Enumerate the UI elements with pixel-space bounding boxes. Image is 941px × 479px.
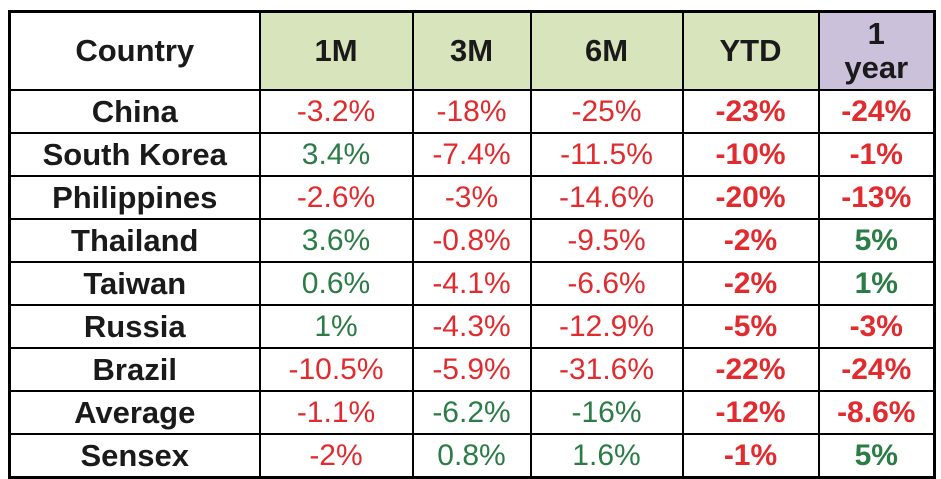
value-cell: -2%: [681, 261, 820, 306]
value-cell: -24%: [817, 347, 936, 392]
value-cell: 3.4%: [258, 132, 414, 177]
value-cell: -31.6%: [529, 347, 684, 392]
table-row: Sensex -2% 0.8% 1.6% -1% 5%: [8, 433, 936, 479]
value-cell: -24%: [817, 89, 936, 134]
performance-table-container: Country 1M 3M 6M YTD 1 year China -3.2% -1…: [8, 10, 936, 479]
value-cell: -0.8%: [411, 218, 532, 263]
country-cell: Average: [8, 390, 261, 435]
value-cell: -2%: [681, 218, 820, 263]
value-cell: -12.9%: [529, 304, 684, 349]
value-cell: -2.6%: [258, 175, 414, 220]
value-cell: -6.2%: [411, 390, 532, 435]
value-cell: -7.4%: [411, 132, 532, 177]
table-row: Taiwan 0.6% -4.1% -6.6% -2% 1%: [8, 261, 936, 306]
table-row: China -3.2% -18% -25% -23% -24%: [8, 89, 936, 134]
value-cell: -1.1%: [258, 390, 414, 435]
value-cell: 1.6%: [529, 433, 684, 479]
country-cell: Brazil: [8, 347, 261, 392]
value-cell: -20%: [681, 175, 820, 220]
country-performance-table: Country 1M 3M 6M YTD 1 year China -3.2% -1…: [8, 10, 936, 479]
value-cell: 1%: [817, 261, 936, 306]
country-cell: Thailand: [8, 218, 261, 263]
value-cell: 0.6%: [258, 261, 414, 306]
value-cell: -10%: [681, 132, 820, 177]
value-cell: -1%: [681, 433, 820, 479]
value-cell: 3.6%: [258, 218, 414, 263]
country-cell: Sensex: [8, 433, 261, 479]
value-cell: -12%: [681, 390, 820, 435]
value-cell: -18%: [411, 89, 532, 134]
header-country: Country: [8, 10, 261, 91]
value-cell: -4.1%: [411, 261, 532, 306]
header-1year: 1 year: [817, 10, 936, 91]
value-cell: -2%: [258, 433, 414, 479]
value-cell: -13%: [817, 175, 936, 220]
value-cell: -11.5%: [529, 132, 684, 177]
value-cell: -23%: [681, 89, 820, 134]
value-cell: -3%: [411, 175, 532, 220]
country-cell: Taiwan: [8, 261, 261, 306]
country-cell: China: [8, 89, 261, 134]
header-6m: 6M: [529, 10, 684, 91]
value-cell: 5%: [817, 218, 936, 263]
value-cell: -3.2%: [258, 89, 414, 134]
table-row: Brazil -10.5% -5.9% -31.6% -22% -24%: [8, 347, 936, 392]
value-cell: -16%: [529, 390, 684, 435]
value-cell: -3%: [817, 304, 936, 349]
value-cell: -5%: [681, 304, 820, 349]
value-cell: -9.5%: [529, 218, 684, 263]
value-cell: -10.5%: [258, 347, 414, 392]
value-cell: -4.3%: [411, 304, 532, 349]
value-cell: -22%: [681, 347, 820, 392]
value-cell: -25%: [529, 89, 684, 134]
table-row: Thailand 3.6% -0.8% -9.5% -2% 5%: [8, 218, 936, 263]
header-1m: 1M: [258, 10, 414, 91]
value-cell: 5%: [817, 433, 936, 479]
header-3m: 3M: [411, 10, 532, 91]
value-cell: 1%: [258, 304, 414, 349]
country-cell: Philippines: [8, 175, 261, 220]
country-cell: Russia: [8, 304, 261, 349]
value-cell: -1%: [817, 132, 936, 177]
table-body: China -3.2% -18% -25% -23% -24% South Korea 3.4…: [8, 89, 936, 479]
value-cell: -8.6%: [817, 390, 936, 435]
table-row: Average -1.1% -6.2% -16% -12% -8.6%: [8, 390, 936, 435]
table-row: Russia 1% -4.3% -12.9% -5% -3%: [8, 304, 936, 349]
value-cell: 0.8%: [411, 433, 532, 479]
header-row: Country 1M 3M 6M YTD 1 year: [8, 10, 936, 91]
table-row: South Korea 3.4% -7.4% -11.5% -10% -1%: [8, 132, 936, 177]
value-cell: -6.6%: [529, 261, 684, 306]
country-cell: South Korea: [8, 132, 261, 177]
value-cell: -14.6%: [529, 175, 684, 220]
value-cell: -5.9%: [411, 347, 532, 392]
header-ytd: YTD: [681, 10, 820, 91]
table-row: Philippines -2.6% -3% -14.6% -20% -13%: [8, 175, 936, 220]
